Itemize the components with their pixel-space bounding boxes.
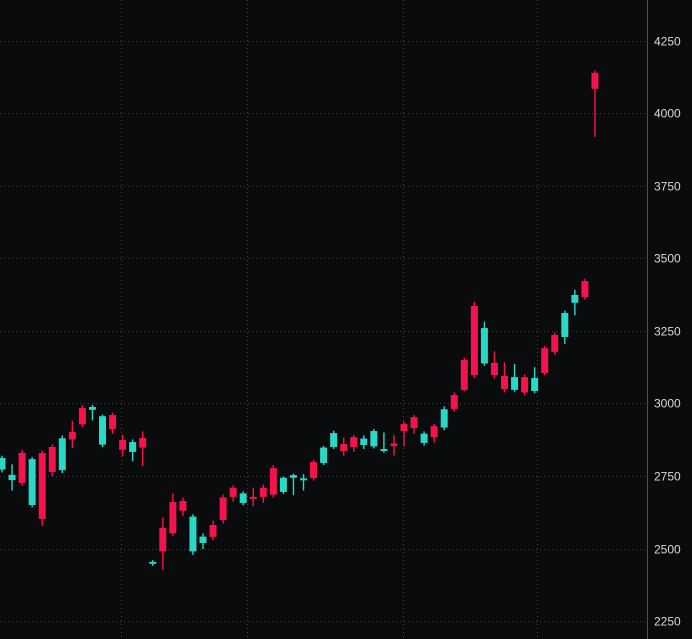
- price-axis-label: 3000: [654, 397, 681, 411]
- candle-body-up: [99, 416, 106, 445]
- candle-wick: [383, 432, 385, 453]
- candle-body-down: [119, 440, 127, 450]
- candle-body-down: [470, 306, 478, 376]
- candle-wick: [142, 431, 144, 467]
- candle-body-down: [350, 437, 358, 447]
- price-axis-label: 3500: [654, 252, 681, 266]
- candle-wick: [91, 404, 94, 421]
- candle-body-up: [420, 433, 428, 443]
- candle-body-down: [269, 468, 277, 495]
- candle-body-up: [0, 458, 6, 470]
- candle-body-down: [159, 527, 167, 552]
- price-axis-label: 4250: [654, 35, 681, 49]
- candle-body-up: [129, 442, 137, 452]
- price-axis-label: 4000: [654, 107, 681, 121]
- candle-body-up: [300, 478, 307, 481]
- candle-body-down: [581, 281, 589, 298]
- candle-body-up: [88, 406, 96, 410]
- candle-wick: [292, 473, 295, 496]
- candle-body-down: [450, 395, 458, 409]
- candle-body-up: [480, 328, 488, 364]
- candle-body-up: [380, 449, 388, 452]
- candle-body-down: [179, 500, 187, 511]
- candle-body-down: [38, 453, 46, 519]
- candle-body-down: [551, 335, 559, 352]
- candle-body-up: [239, 493, 247, 503]
- price-axis-label: 2750: [654, 470, 681, 484]
- candle-body-up: [279, 477, 287, 492]
- candle-body-up: [58, 438, 66, 471]
- candle-body-down: [18, 452, 26, 483]
- candle-body-down: [400, 424, 408, 432]
- candle-body-down: [521, 377, 529, 393]
- candle-body-up: [360, 438, 368, 445]
- candle-body-up: [531, 377, 539, 391]
- candle-body-down: [229, 487, 237, 497]
- candle-body-down: [591, 72, 599, 89]
- candle-body-up: [199, 536, 207, 543]
- candle-body-down: [541, 348, 549, 374]
- candle-body-down: [340, 444, 348, 452]
- candle-body-down: [219, 497, 227, 521]
- candle-body-up: [189, 516, 197, 552]
- candle-body-down: [430, 426, 438, 438]
- candle-body-up: [440, 409, 448, 428]
- candle-body-up: [571, 294, 579, 303]
- candle-body-down: [390, 443, 398, 447]
- candle-body-up: [370, 431, 378, 447]
- candle-body-up: [330, 433, 338, 447]
- candle-body-down: [410, 417, 418, 429]
- candle-body-down: [310, 462, 318, 479]
- candle-body-down: [78, 408, 86, 425]
- candle-body-down: [48, 446, 56, 472]
- price-axis-label: 2250: [654, 615, 681, 629]
- candle-body-up: [289, 475, 297, 478]
- candle-body-down: [109, 415, 117, 429]
- candle-body-up: [320, 447, 328, 463]
- candle-body-up: [561, 312, 569, 338]
- price-axis-label: 2500: [654, 543, 681, 557]
- candle-body-up: [28, 459, 36, 505]
- price-axis-label: 3750: [654, 180, 681, 194]
- candle-wick: [403, 421, 405, 447]
- price-axis-label: 3250: [654, 325, 681, 339]
- candle-body-down: [249, 496, 257, 499]
- candle-wick: [302, 474, 305, 491]
- candle-body-down: [169, 502, 177, 534]
- candle-body-down: [209, 525, 217, 537]
- candle-body-down: [68, 431, 76, 440]
- candle-body-up: [511, 377, 519, 390]
- candle-body-down: [139, 437, 147, 448]
- candle-body-down: [501, 375, 508, 389]
- candle-body-down: [490, 362, 498, 376]
- candle-body-up: [149, 561, 157, 564]
- candle-body-down: [259, 487, 267, 497]
- candle-body-up: [8, 474, 16, 481]
- candle-body-down: [460, 359, 468, 390]
- candle-wick: [594, 70, 596, 137]
